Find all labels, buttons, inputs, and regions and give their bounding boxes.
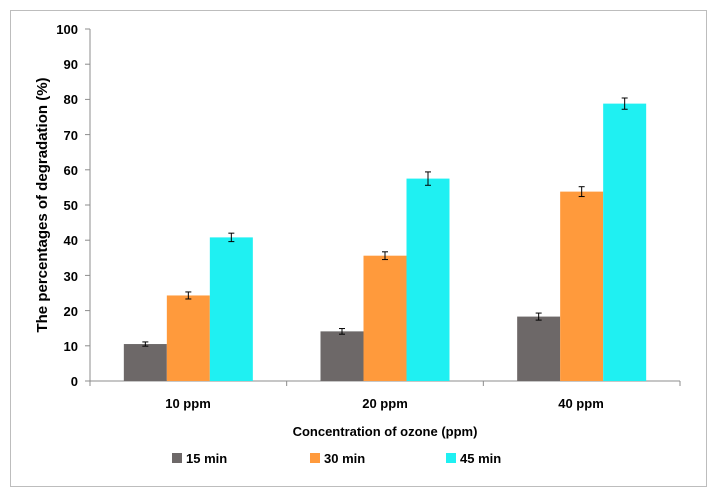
legend-label: 30 min <box>324 451 365 466</box>
x-tick-label: 40 ppm <box>558 396 604 411</box>
x-tick-label: 20 ppm <box>362 396 408 411</box>
bar <box>209 237 253 381</box>
bar <box>517 316 561 381</box>
legend-swatch-30-min <box>310 453 320 463</box>
y-tick-label: 50 <box>64 198 78 213</box>
bar <box>320 331 364 381</box>
y-tick-label: 70 <box>64 128 78 143</box>
legend-swatch-15-min <box>172 453 182 463</box>
bar <box>166 295 210 381</box>
legend-label: 45 min <box>460 451 501 466</box>
legend: 15 min 30 min 45 min <box>172 451 501 466</box>
x-axis-title: Concentration of ozone (ppm) <box>293 424 478 439</box>
bar <box>603 103 647 382</box>
y-tick-label: 60 <box>64 163 78 178</box>
bar <box>406 178 450 381</box>
y-tick-label: 0 <box>71 374 78 389</box>
x-tick-label: 10 ppm <box>165 396 211 411</box>
y-tick-label: 80 <box>64 92 78 107</box>
bar <box>123 344 167 381</box>
y-axis-title: The percentages of degradation (%) <box>34 77 51 332</box>
y-tick-label: 90 <box>64 57 78 72</box>
y-tick-label: 10 <box>64 339 78 354</box>
legend-label: 15 min <box>186 451 227 466</box>
legend-swatch-45-min <box>446 453 456 463</box>
y-tick-label: 30 <box>64 269 78 284</box>
y-tick-label: 40 <box>64 233 78 248</box>
y-tick-label: 100 <box>56 22 78 37</box>
y-axis-ticks: 0 10 20 30 40 50 60 70 80 90 100 <box>56 22 78 389</box>
bar-group <box>85 28 681 386</box>
bar <box>560 191 604 381</box>
y-tick-label: 20 <box>64 304 78 319</box>
bar <box>363 255 407 381</box>
